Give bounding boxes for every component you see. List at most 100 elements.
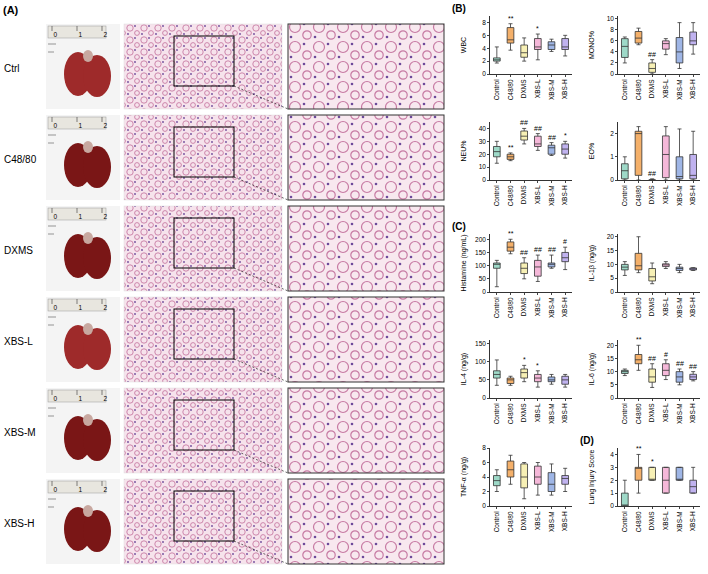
svg-text:1: 1 xyxy=(79,304,83,311)
svg-text:TNF-α (ng/g): TNF-α (ng/g) xyxy=(460,457,468,497)
svg-text:0: 0 xyxy=(610,70,614,77)
svg-text:DXMS: DXMS xyxy=(648,297,655,316)
svg-text:XBS-M: XBS-M xyxy=(548,185,555,206)
svg-text:**: ** xyxy=(508,15,514,22)
svg-text:C48/80: C48/80 xyxy=(507,297,514,318)
svg-text:##: ## xyxy=(676,360,684,367)
svg-text:2: 2 xyxy=(610,476,614,483)
svg-text:XBS-L: XBS-L xyxy=(4,336,33,347)
svg-text:DXMS: DXMS xyxy=(648,185,655,204)
svg-text:50: 50 xyxy=(479,275,487,282)
svg-text:C48/80: C48/80 xyxy=(4,154,37,165)
svg-text:DXMS: DXMS xyxy=(520,185,527,204)
svg-text:0: 0 xyxy=(610,176,614,183)
svg-text:0: 0 xyxy=(54,304,58,311)
svg-text:2: 2 xyxy=(104,122,108,129)
svg-text:(C): (C) xyxy=(452,221,466,232)
svg-text:6: 6 xyxy=(610,37,614,44)
svg-text:200: 200 xyxy=(475,236,486,243)
svg-text:MONO%: MONO% xyxy=(588,31,595,59)
svg-text:XBS-H: XBS-H xyxy=(689,185,696,205)
svg-text:6: 6 xyxy=(482,459,486,466)
svg-text:100: 100 xyxy=(475,358,486,365)
svg-text:Lung Injury Score: Lung Injury Score xyxy=(588,449,596,504)
svg-text:40: 40 xyxy=(479,125,487,132)
svg-text:C48/80: C48/80 xyxy=(635,511,642,532)
svg-text:XBS-H: XBS-H xyxy=(561,511,568,531)
svg-text:0: 0 xyxy=(482,176,486,183)
svg-text:0: 0 xyxy=(482,394,486,401)
svg-text:IL-1β (ng/g): IL-1β (ng/g) xyxy=(588,245,596,281)
svg-text:Ctrl: Ctrl xyxy=(4,63,20,74)
svg-text:#: # xyxy=(664,351,668,358)
svg-text:DXMS: DXMS xyxy=(4,245,33,256)
svg-text:##: ## xyxy=(648,170,656,177)
svg-text:DXMS: DXMS xyxy=(520,403,527,422)
svg-text:DXMS: DXMS xyxy=(520,79,527,98)
svg-text:XBS-L: XBS-L xyxy=(534,511,541,530)
svg-text:XBS-H: XBS-H xyxy=(561,79,568,99)
svg-text:##: ## xyxy=(534,125,542,132)
svg-text:##: ## xyxy=(534,246,542,253)
svg-text:XBS-M: XBS-M xyxy=(548,79,555,100)
svg-text:XBS-M: XBS-M xyxy=(676,403,683,424)
svg-text:*: * xyxy=(651,458,654,465)
svg-text:DXMS: DXMS xyxy=(648,403,655,422)
svg-text:XBS-L: XBS-L xyxy=(534,79,541,98)
svg-text:**: ** xyxy=(636,445,642,452)
svg-text:150: 150 xyxy=(475,340,486,347)
svg-text:C48/80: C48/80 xyxy=(507,79,514,100)
svg-text:C48/80: C48/80 xyxy=(507,511,514,532)
svg-text:2: 2 xyxy=(104,395,108,402)
svg-text:2: 2 xyxy=(104,304,108,311)
svg-text:XBS-M: XBS-M xyxy=(676,511,683,532)
svg-text:0: 0 xyxy=(610,502,614,509)
svg-text:XBS-L: XBS-L xyxy=(662,403,669,422)
svg-text:(D): (D) xyxy=(580,435,594,446)
svg-text:DXMS: DXMS xyxy=(520,297,527,316)
svg-text:(B): (B) xyxy=(452,3,466,14)
svg-text:XBS-M: XBS-M xyxy=(4,427,36,438)
svg-text:2: 2 xyxy=(610,59,614,66)
svg-text:XBS-L: XBS-L xyxy=(534,185,541,204)
svg-text:150: 150 xyxy=(475,249,486,256)
svg-text:C48/80: C48/80 xyxy=(635,297,642,318)
svg-text:##: ## xyxy=(548,134,556,141)
svg-text:XBS-L: XBS-L xyxy=(662,511,669,530)
svg-text:DXMS: DXMS xyxy=(648,79,655,98)
svg-text:XBS-H: XBS-H xyxy=(561,297,568,317)
svg-text:C48/80: C48/80 xyxy=(635,185,642,206)
svg-text:6: 6 xyxy=(482,32,486,39)
svg-text:1: 1 xyxy=(79,31,83,38)
svg-text:C48/80: C48/80 xyxy=(635,79,642,100)
svg-text:5: 5 xyxy=(610,274,614,281)
svg-text:IL-4 (ng/g): IL-4 (ng/g) xyxy=(460,353,468,385)
svg-text:1: 1 xyxy=(79,486,83,493)
svg-text:4: 4 xyxy=(482,473,486,480)
svg-text:XBS-M: XBS-M xyxy=(548,297,555,318)
svg-text:2: 2 xyxy=(104,486,108,493)
svg-text:1: 1 xyxy=(610,153,614,160)
svg-text:C48/80: C48/80 xyxy=(507,403,514,424)
svg-text:XBS-H: XBS-H xyxy=(4,518,35,529)
svg-text:1: 1 xyxy=(610,489,614,496)
svg-text:0: 0 xyxy=(482,288,486,295)
svg-text:XBS-M: XBS-M xyxy=(676,297,683,318)
svg-text:C48/80: C48/80 xyxy=(635,403,642,424)
svg-text:15: 15 xyxy=(607,247,615,254)
svg-text:XBS-H: XBS-H xyxy=(689,297,696,317)
svg-text:##: ## xyxy=(689,363,697,370)
svg-text:0: 0 xyxy=(482,502,486,509)
svg-text:10: 10 xyxy=(607,261,615,268)
svg-text:30: 30 xyxy=(479,138,487,145)
svg-text:(A): (A) xyxy=(3,4,19,16)
svg-text:20: 20 xyxy=(479,150,487,157)
svg-text:0: 0 xyxy=(610,288,614,295)
svg-text:3: 3 xyxy=(610,464,614,471)
svg-text:NEU%: NEU% xyxy=(460,140,467,161)
svg-text:0: 0 xyxy=(610,394,614,401)
svg-text:XBS-L: XBS-L xyxy=(534,403,541,422)
svg-text:0: 0 xyxy=(54,213,58,220)
svg-text:##: ## xyxy=(520,249,528,256)
svg-text:0: 0 xyxy=(54,31,58,38)
